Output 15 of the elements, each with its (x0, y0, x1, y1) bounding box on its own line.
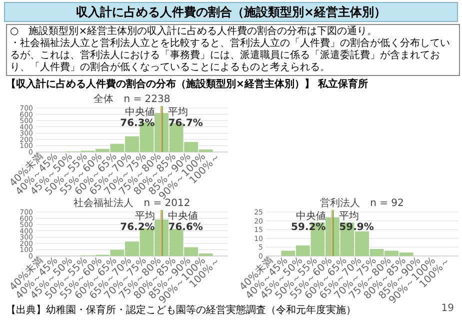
text: 19 (441, 303, 454, 314)
text: ○ 施設類型別×経営主体別の収入計に占める人件費の割合の分布は下図の通り。 (10, 26, 378, 38)
ref-line-label: 中央値 76.3% (120, 106, 155, 129)
text: 【収入計に占める人件費の割合の分布（施設類型別×経営主体別）】 私立保育所 (6, 79, 368, 91)
chart-title: 社会福祉法人 n = 2012 (74, 197, 190, 209)
ref-line-label: 中央値 59.2% (291, 210, 326, 233)
text: ・社会福祉法人立と営利法人立とを比較すると、営利法人立の「人件費」の割合が低く分布しているが、これは、営利法人における「事務費」には、派遣職員に係る「派遣委託費」が含まれており、「人件費」の割合が低くなっていることによるものと考えられる。 (10, 38, 451, 74)
ref-line-label: 中央値 76.6% (168, 210, 203, 233)
chart-title: 全体 n = 2238 (94, 93, 170, 105)
text: 【出典】幼稚園・保育所・認定こども園等の経営実態調査（令和元年度実施） (6, 305, 356, 317)
ref-line-label: 平均 76.7% (168, 106, 203, 129)
text: 収入計に占める人件費の割合（施設類型別×経営主体別） (4, 2, 458, 22)
chart-title: 営利法人 n = 92 (320, 197, 404, 209)
ref-line-label: 平均 76.2% (120, 210, 155, 233)
ref-line-label: 平均 59.9% (339, 210, 374, 233)
